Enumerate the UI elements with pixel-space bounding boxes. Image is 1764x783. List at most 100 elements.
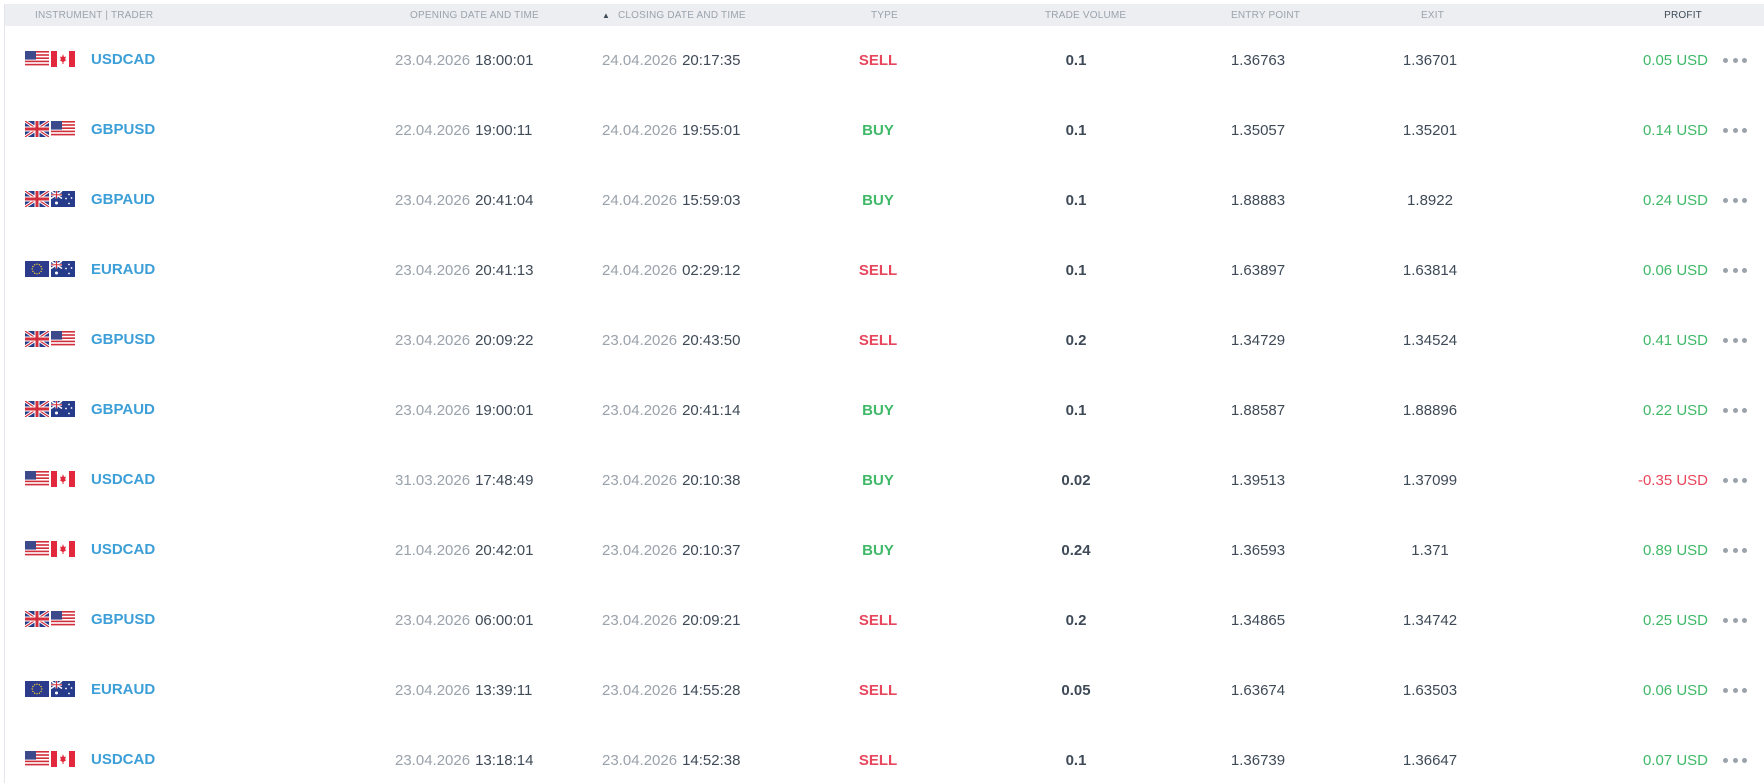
us-flag-icon xyxy=(51,331,75,347)
trade-volume: 0.1 xyxy=(1065,752,1087,769)
table-row[interactable]: EURAUD 23.04.2026 13:39:11 23.04.2026 14:5… xyxy=(5,656,1764,727)
more-options-icon[interactable] xyxy=(1723,750,1747,770)
table-row[interactable]: GBPUSD 23.04.2026 20:09:22 23.04.2026 20:4… xyxy=(5,306,1764,377)
closing-time: 20:43:50 xyxy=(682,332,741,349)
more-options-icon[interactable] xyxy=(1723,470,1747,490)
instrument-link[interactable]: GBPUSD xyxy=(91,121,156,138)
us-flag-icon xyxy=(51,121,75,137)
closing-date: 24.04.2026 xyxy=(602,52,678,69)
closing-datetime: 23.04.2026 20:41:14 xyxy=(602,401,740,421)
closing-time: 20:10:38 xyxy=(682,472,741,489)
more-options-icon[interactable] xyxy=(1723,50,1747,70)
opening-time: 20:41:13 xyxy=(475,262,534,279)
more-options-icon[interactable] xyxy=(1723,610,1747,630)
exit-point: 1.63503 xyxy=(1402,682,1458,699)
closing-datetime: 23.04.2026 20:43:50 xyxy=(602,331,740,351)
trades-table: INSTRUMENT | TRADER OPENING DATE AND TIM… xyxy=(4,4,1764,783)
more-options-icon[interactable] xyxy=(1723,540,1747,560)
instrument-link[interactable]: EURAUD xyxy=(91,261,156,278)
trade-type: BUY xyxy=(862,122,894,139)
more-options-icon[interactable] xyxy=(1723,400,1747,420)
profit-value: 0.06 USD xyxy=(1642,682,1708,699)
closing-time: 15:59:03 xyxy=(682,192,741,209)
more-options-icon[interactable] xyxy=(1723,680,1747,700)
opening-date: 23.04.2026 xyxy=(395,682,471,699)
entry-point: 1.63897 xyxy=(1230,262,1286,279)
table-row[interactable]: GBPUSD 23.04.2026 06:00:01 23.04.2026 20:0… xyxy=(5,586,1764,657)
closing-date: 23.04.2026 xyxy=(602,472,678,489)
table-row[interactable]: EURAUD 23.04.2026 20:41:13 24.04.2026 02:2… xyxy=(5,236,1764,307)
ca-flag-icon xyxy=(51,51,75,67)
exit-point: 1.37099 xyxy=(1402,472,1458,489)
instrument-link[interactable]: USDCAD xyxy=(91,751,156,768)
header-entry-point[interactable]: ENTRY POINT xyxy=(1231,10,1301,21)
currency-flags xyxy=(25,121,75,137)
more-options-icon[interactable] xyxy=(1723,330,1747,350)
table-row[interactable]: USDCAD 21.04.2026 20:42:01 23.04.2026 20:1… xyxy=(5,516,1764,587)
trade-type: SELL xyxy=(858,332,898,349)
opening-date: 23.04.2026 xyxy=(395,402,471,419)
table-row[interactable]: GBPUSD 22.04.2026 19:00:11 24.04.2026 19:5… xyxy=(5,96,1764,167)
closing-datetime: 24.04.2026 19:55:01 xyxy=(602,121,740,141)
profit-value: 0.05 USD xyxy=(1642,52,1708,69)
profit-value: 0.24 USD xyxy=(1642,192,1708,209)
opening-date: 23.04.2026 xyxy=(395,332,471,349)
trade-volume: 0.05 xyxy=(1061,682,1091,699)
closing-date: 23.04.2026 xyxy=(602,542,678,559)
header-type[interactable]: TYPE xyxy=(871,10,898,21)
opening-datetime: 23.04.2026 20:41:04 xyxy=(395,191,533,211)
header-closing-date[interactable]: CLOSING DATE AND TIME xyxy=(618,10,746,21)
profit-value: 0.14 USD xyxy=(1642,122,1708,139)
au-flag-icon xyxy=(51,261,75,277)
opening-date: 23.04.2026 xyxy=(395,192,471,209)
header-profit[interactable]: PROFIT xyxy=(1664,10,1702,21)
instrument-link[interactable]: GBPUSD xyxy=(91,331,156,348)
instrument-link[interactable]: GBPAUD xyxy=(91,401,155,418)
opening-date: 23.04.2026 xyxy=(395,52,471,69)
entry-point: 1.63674 xyxy=(1230,682,1286,699)
closing-datetime: 23.04.2026 14:52:38 xyxy=(602,751,740,771)
exit-point: 1.34742 xyxy=(1402,612,1458,629)
entry-point: 1.88587 xyxy=(1230,402,1286,419)
entry-point: 1.36593 xyxy=(1230,542,1286,559)
table-row[interactable]: GBPAUD 23.04.2026 20:41:04 24.04.2026 15:5… xyxy=(5,166,1764,237)
more-options-icon[interactable] xyxy=(1723,190,1747,210)
more-options-icon[interactable] xyxy=(1723,120,1747,140)
opening-time: 20:41:04 xyxy=(475,192,534,209)
opening-datetime: 23.04.2026 20:41:13 xyxy=(395,261,533,281)
profit-value: 0.41 USD xyxy=(1642,332,1708,349)
instrument-link[interactable]: USDCAD xyxy=(91,51,156,68)
opening-time: 19:00:11 xyxy=(475,122,533,139)
opening-datetime: 23.04.2026 19:00:01 xyxy=(395,401,533,421)
table-row[interactable]: USDCAD 23.04.2026 18:00:01 24.04.2026 20:1… xyxy=(5,26,1764,97)
opening-time: 13:18:14 xyxy=(475,752,534,769)
instrument-link[interactable]: GBPAUD xyxy=(91,191,155,208)
trade-volume: 0.1 xyxy=(1065,122,1087,139)
instrument-link[interactable]: USDCAD xyxy=(91,471,156,488)
table-row[interactable]: GBPAUD 23.04.2026 19:00:01 23.04.2026 20:4… xyxy=(5,376,1764,447)
us-flag-icon xyxy=(25,51,49,67)
closing-time: 20:09:21 xyxy=(682,612,741,629)
sort-ascending-icon[interactable]: ▲ xyxy=(602,11,611,20)
profit-value: 0.07 USD xyxy=(1642,752,1708,769)
table-row[interactable]: USDCAD 31.03.2026 17:48:49 23.04.2026 20:1… xyxy=(5,446,1764,517)
header-instrument[interactable]: INSTRUMENT | TRADER xyxy=(35,10,154,21)
header-trade-volume[interactable]: TRADE VOLUME xyxy=(1045,10,1127,21)
currency-flags xyxy=(25,541,75,557)
table-row[interactable]: USDCAD 23.04.2026 13:18:14 23.04.2026 14:5… xyxy=(5,726,1764,783)
exit-point: 1.63814 xyxy=(1402,262,1458,279)
opening-date: 22.04.2026 xyxy=(395,122,471,139)
header-exit[interactable]: EXIT xyxy=(1421,10,1445,21)
exit-point: 1.36647 xyxy=(1402,752,1458,769)
instrument-link[interactable]: EURAUD xyxy=(91,681,156,698)
exit-point: 1.35201 xyxy=(1402,122,1458,139)
opening-date: 21.04.2026 xyxy=(395,542,471,559)
instrument-link[interactable]: USDCAD xyxy=(91,541,156,558)
currency-flags xyxy=(25,681,75,697)
profit-value: 0.89 USD xyxy=(1642,542,1708,559)
header-opening-date[interactable]: OPENING DATE AND TIME xyxy=(410,10,539,21)
trade-volume: 0.02 xyxy=(1061,472,1091,489)
more-options-icon[interactable] xyxy=(1723,260,1747,280)
closing-time: 20:41:14 xyxy=(682,402,741,419)
instrument-link[interactable]: GBPUSD xyxy=(91,611,156,628)
